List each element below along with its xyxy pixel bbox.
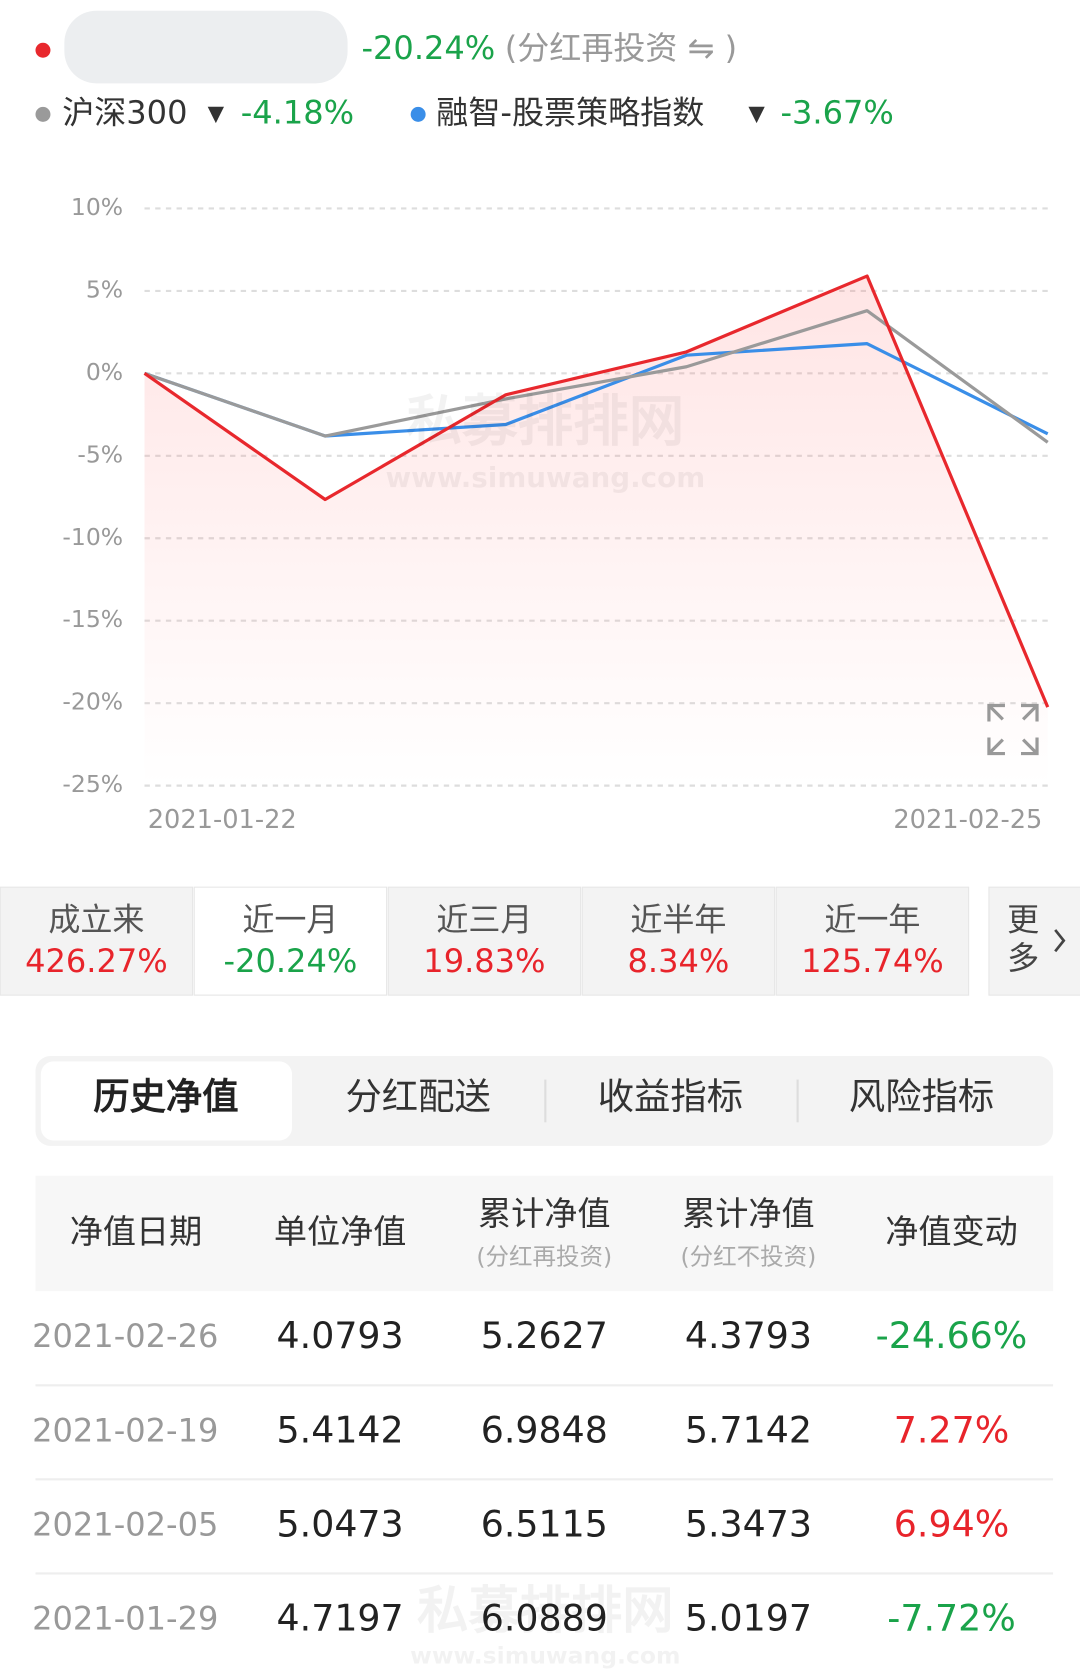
more-label: 更 (1007, 900, 1039, 938)
table-cell: 5.0197 (685, 1596, 812, 1639)
tab-label[interactable]: 历史净值 (93, 1075, 238, 1118)
table-date: 2021-02-26 (32, 1317, 218, 1355)
table-cell: 5.4142 (277, 1408, 404, 1451)
table-cell: 4.3793 (685, 1314, 812, 1357)
period-label: 近三月 (436, 900, 532, 938)
period-tab[interactable] (193, 886, 388, 996)
tab-label[interactable]: 收益指标 (598, 1075, 743, 1118)
period-tab[interactable] (0, 886, 194, 996)
y-tick-label: 0% (86, 358, 123, 386)
table-header-sub: (分红再投资) (476, 1243, 612, 1271)
y-tick-label: 10% (71, 193, 123, 221)
table-cell: -7.72% (887, 1596, 1016, 1639)
period-tabs: 成立来 426.27% 近一月 -20.24% 近三月 19.83% 近半年 8.34% 近一年… (0, 886, 1080, 996)
table-cell: 5.7142 (685, 1408, 812, 1451)
y-tick-label: -25% (62, 770, 123, 798)
legend-change: -20.24% (361, 29, 495, 67)
legend-arrow[interactable]: ▼ (748, 101, 765, 126)
table-cell: 5.2627 (481, 1314, 608, 1357)
table-cell: 5.3473 (685, 1502, 812, 1545)
legend-name[interactable]: 沪深300 (62, 93, 187, 131)
table-cell: 7.27% (894, 1408, 1009, 1451)
period-tab[interactable] (775, 886, 970, 996)
table-cell: 6.9848 (481, 1408, 608, 1451)
period-value: 19.83% (423, 942, 545, 980)
x-tick-label: 2021-02-25 (893, 805, 1042, 835)
table-cell: 4.7197 (277, 1596, 404, 1639)
y-tick-label: -10% (62, 523, 123, 551)
period-label: 近一月 (242, 900, 338, 938)
table-cell: 5.0473 (277, 1502, 404, 1545)
period-value: 125.74% (801, 942, 944, 980)
table-header-bg (35, 1175, 1054, 1292)
watermark: 私募排排网 (417, 1581, 673, 1641)
table-cell: -24.66% (876, 1314, 1028, 1357)
more-arrow (1054, 929, 1066, 953)
series-line (143, 309, 1049, 444)
watermark: www.simuwang.com (386, 461, 706, 494)
y-tick-label: 5% (86, 275, 123, 303)
table-cell: 6.94% (894, 1502, 1009, 1545)
table-date: 2021-01-29 (32, 1599, 218, 1637)
table-date: 2021-02-05 (32, 1505, 218, 1543)
y-tick-label: -20% (62, 688, 123, 716)
tabs: 历史净值 分红配送 收益指标 风险指标 (93, 1075, 994, 1118)
period-tab[interactable] (387, 886, 582, 996)
period-value: 426.27% (25, 942, 168, 980)
table-cell: 6.0889 (481, 1596, 608, 1639)
period-label: 近半年 (630, 900, 726, 938)
table-cell: 4.0793 (277, 1314, 404, 1357)
legend-dot (410, 106, 426, 122)
tab-label[interactable]: 风险指标 (849, 1075, 994, 1118)
period-value: -20.24% (224, 942, 358, 980)
period-value: 8.34% (628, 942, 730, 980)
y-tick-label: -5% (77, 440, 123, 468)
watermark: 私募排排网 (406, 390, 684, 455)
more-label: 多 (1007, 939, 1039, 977)
watermark: www.simuwang.com (410, 1641, 680, 1669)
period-label: 成立来 (48, 900, 144, 938)
chart: 10% 5% 0% -5% -10% -15% -20% -25% 2021-01-22 2021… (62, 193, 1050, 835)
table-cell: 6.5115 (481, 1502, 608, 1545)
period-label: 近一年 (824, 900, 920, 938)
legend-arrow[interactable]: ▼ (208, 101, 225, 126)
legend-dot (35, 106, 51, 122)
blurred-name (64, 10, 348, 84)
expand-icon[interactable] (987, 703, 1039, 756)
table-header: 累计净值 (682, 1194, 814, 1233)
table: 净值日期 单位净值 累计净值 (分红再投资) 累计净值 (分红不投资) 净值变动 2021-0… (32, 1194, 1054, 1639)
table-header-sub: (分红不投资) (681, 1243, 817, 1271)
x-tick-label: 2021-01-22 (148, 805, 297, 835)
table-header: 净值变动 (885, 1212, 1017, 1251)
tab-label[interactable]: 分红配送 (345, 1075, 490, 1118)
table-header: 累计净值 (478, 1194, 611, 1233)
table-header: 净值日期 (70, 1212, 203, 1251)
area (144, 276, 1048, 786)
tab-selected (40, 1061, 293, 1141)
y-tick-label: -15% (62, 605, 123, 633)
legend-dot (35, 42, 51, 58)
period-tab[interactable] (581, 886, 776, 996)
legend-note[interactable]: (分红再投资 ⇋ ) (505, 29, 737, 67)
legend-change: -4.18% (241, 93, 354, 131)
table-date: 2021-02-19 (32, 1411, 218, 1449)
legend-name[interactable]: 融智-股票策略指数 (436, 93, 704, 131)
legend-change: -3.67% (780, 93, 893, 131)
table-header: 单位净值 (274, 1212, 406, 1251)
series-line (143, 274, 1050, 708)
